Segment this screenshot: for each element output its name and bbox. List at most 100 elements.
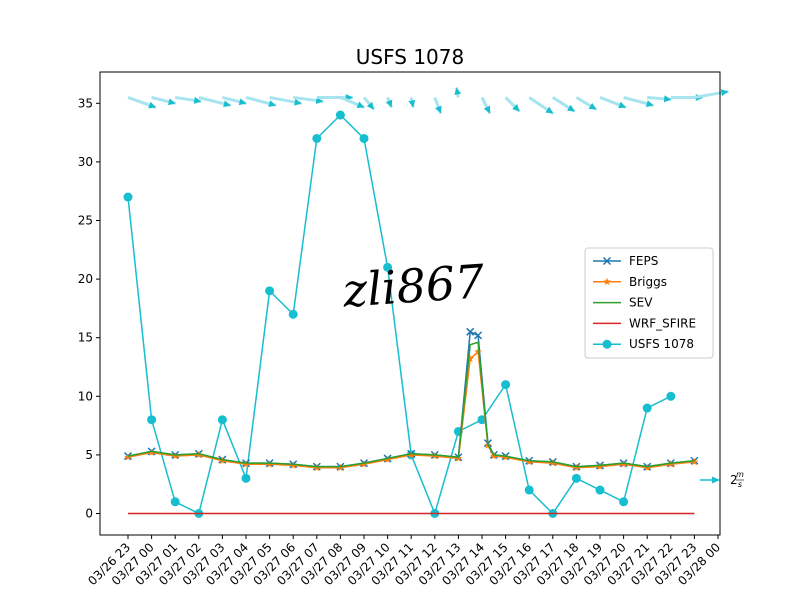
y-tick-label: 5 [85, 448, 93, 462]
data-point-usfs-1078 [359, 133, 369, 143]
data-point-usfs-1078 [595, 485, 605, 495]
data-point-briggs [596, 462, 604, 470]
wind-arrow [198, 95, 232, 108]
legend-item-usfs-1078: USFS 1078 [593, 337, 694, 351]
wind-arrow-head [588, 102, 597, 110]
legend-marker [602, 256, 612, 266]
data-point-usfs-1078 [123, 192, 133, 202]
series-line-briggs [127, 350, 695, 469]
plot-frame [99, 71, 721, 536]
y-tick-label: 35 [78, 96, 93, 110]
data-point-usfs-1078 [265, 286, 275, 296]
data-point-briggs [407, 450, 415, 459]
data-point-briggs [171, 452, 179, 460]
wind-arrow [480, 96, 492, 115]
data-point-briggs [474, 347, 482, 355]
wind-arrow [454, 87, 462, 98]
wind-arrow-head [167, 98, 176, 106]
legend-label: SEV [629, 296, 653, 310]
series-layer [123, 110, 699, 518]
wind-arrow [269, 95, 302, 106]
wind-arrow-head [618, 101, 626, 109]
wind-arrow [127, 96, 157, 109]
legend-marker [603, 277, 611, 285]
wind-key: 2 m s [700, 470, 744, 489]
wind-arrow-head [385, 99, 393, 108]
data-point-briggs [572, 463, 581, 471]
series-line-sev [127, 341, 695, 468]
wind-arrow-head [567, 104, 575, 112]
y-tick-label: 15 [78, 331, 93, 345]
wind-arrow-head [238, 98, 247, 106]
wind-arrow [174, 95, 202, 104]
data-point-briggs [147, 448, 156, 456]
wind-arrow [623, 95, 654, 108]
legend-box [584, 247, 714, 359]
y-tick-label: 10 [78, 389, 93, 403]
wind-arrow [151, 95, 176, 106]
data-point-usfs-1078 [170, 497, 180, 507]
data-point-usfs-1078 [217, 415, 227, 425]
data-point-briggs [313, 463, 321, 471]
wind-arrow-head [148, 101, 156, 109]
data-point-usfs-1078 [383, 262, 393, 272]
legend-label: USFS 1078 [629, 337, 694, 351]
data-point-briggs [218, 456, 227, 464]
data-point-briggs [336, 463, 345, 471]
wind-key-label: 2 [730, 473, 738, 487]
data-point-usfs-1078 [147, 415, 157, 425]
y-axis: 0 5 10 15 20 25 30 35 [78, 96, 100, 521]
legend-label: Briggs [629, 275, 667, 289]
legend: FEPS Briggs SEV WRF_SFIRE USFS 1078 [584, 247, 714, 359]
wind-arrow [433, 96, 443, 114]
data-point-briggs [431, 452, 439, 460]
watermark: zli867 [340, 254, 487, 318]
data-point-briggs [360, 460, 368, 468]
data-point-briggs [265, 460, 274, 468]
wind-arrow-head [545, 106, 554, 114]
data-point-usfs-1078 [335, 110, 345, 120]
wind-arrow-head [663, 95, 672, 103]
wind-arrow [575, 96, 598, 111]
data-point-feps [474, 331, 483, 340]
data-point-usfs-1078 [642, 403, 652, 413]
wind-arrow-head [435, 105, 442, 114]
data-point-briggs [242, 460, 250, 468]
wind-arrow [599, 96, 627, 109]
data-point-usfs-1078 [241, 473, 251, 483]
legend-label: WRF_SFIRE [629, 316, 696, 330]
wind-arrow-head [454, 87, 462, 95]
legend-item-sev: SEV [593, 296, 653, 310]
wind-arrow [647, 95, 672, 103]
wind-barbs [127, 87, 729, 115]
data-point-briggs [124, 453, 132, 461]
data-point-briggs [383, 455, 392, 463]
data-point-briggs [195, 450, 203, 459]
data-point-usfs-1078 [501, 380, 511, 390]
data-point-usfs-1078 [619, 497, 629, 507]
wind-arrow [528, 96, 555, 115]
legend-marker [602, 339, 612, 349]
data-point-feps [466, 327, 475, 336]
wind-arrow [504, 96, 521, 113]
data-point-briggs [667, 460, 675, 468]
data-point-usfs-1078 [524, 485, 534, 495]
data-point-usfs-1078 [288, 309, 298, 319]
wind-arrow-head [512, 104, 520, 112]
legend-item-briggs: Briggs [593, 275, 667, 289]
legend-label: FEPS [629, 254, 658, 268]
wind-arrow [362, 96, 376, 111]
data-point-usfs-1078 [312, 133, 322, 143]
y-tick-label: 20 [78, 272, 93, 286]
wind-arrow [339, 96, 365, 109]
data-point-briggs [454, 454, 463, 462]
wind-arrow-head [356, 101, 365, 108]
wind-arrow-head [366, 101, 374, 110]
data-point-briggs [619, 460, 628, 468]
data-point-briggs [549, 459, 557, 467]
wind-arrow-head [268, 100, 276, 108]
y-tick-label: 0 [85, 507, 93, 521]
wind-arrow [222, 95, 247, 106]
wind-arrow [408, 97, 416, 108]
wind-arrow-head [483, 105, 490, 114]
